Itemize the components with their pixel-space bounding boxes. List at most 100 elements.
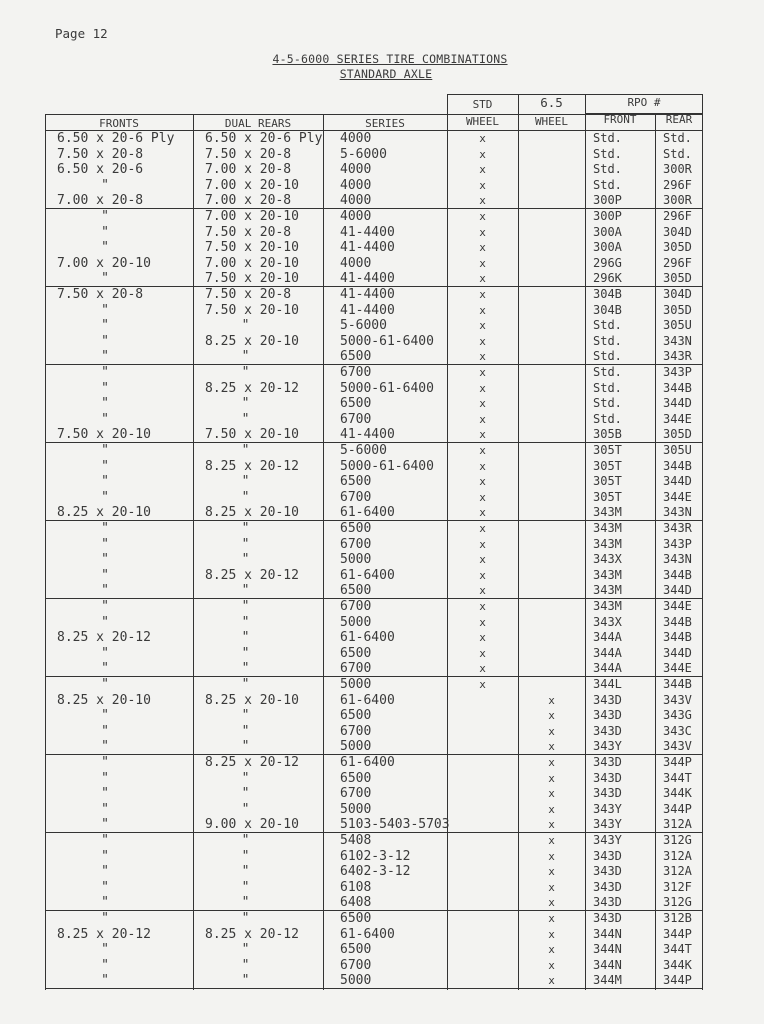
dual-rear-tire-cell: 8.25 x 20-10 — [205, 505, 299, 521]
table-row: " " 5000 x 343Y 343V — [45, 738, 703, 754]
dual-rear-tire-cell: " — [241, 318, 250, 334]
rpo-front-cell: 344A — [593, 645, 622, 660]
dual-rear-tire-cell: 7.00 x 20-8 — [205, 162, 292, 178]
rpo-rear-cell: 343N — [663, 552, 692, 567]
group-divider — [45, 598, 703, 600]
rpo-front-cell: 344N — [593, 957, 622, 972]
rpo-front-cell: 343D — [593, 755, 622, 769]
front-tire-cell: " — [101, 349, 109, 365]
rpo-rear-cell: 344K — [663, 957, 692, 972]
rpo-rear-cell: 305D — [663, 427, 692, 442]
front-tire-cell: " — [101, 318, 109, 334]
series-cell: 61-6400 — [340, 630, 395, 646]
std-wheel-cell: x — [479, 147, 486, 161]
dual-rear-tire-cell: 6.50 x 20-6 Ply — [205, 131, 323, 146]
series-cell: 41-4400 — [340, 240, 395, 256]
series-cell: 5-6000 — [340, 318, 387, 334]
front-tire-cell: " — [101, 583, 109, 599]
dual-rear-tire-cell: 8.25 x 20-10 — [205, 692, 299, 708]
table-row: 6.50 x 20-6 Ply 6.50 x 20-6 Ply 4000 x Std. S… — [45, 130, 703, 146]
front-tire-cell: " — [101, 536, 109, 552]
dual-rear-tire-cell: " — [241, 661, 250, 677]
rpo-rear-cell: 344P — [663, 973, 692, 988]
std-wheel-cell: x — [479, 678, 486, 691]
wheel-6-5-cell: x — [548, 771, 555, 785]
rpo-rear-cell: 343N — [663, 505, 692, 520]
series-cell: 4000 — [340, 162, 372, 178]
table-row: 7.50 x 20-10 7.50 x 20-10 41-4400 x 305B 305D — [45, 426, 703, 442]
series-cell: 6500 — [340, 770, 372, 786]
dual-rear-tire-cell: " — [241, 552, 250, 568]
dual-rear-tire-cell: " — [241, 536, 250, 552]
table-row: " 8.25 x 20-12 61-6400 x 343D 344P — [45, 754, 703, 770]
rpo-rear-cell: 312B — [663, 911, 692, 925]
table-row: " " 6700 x Std. 343P — [45, 364, 703, 380]
series-cell: 5000 — [340, 973, 372, 989]
rpo-rear-cell: 343G — [663, 708, 692, 723]
wheel-6-5-cell: x — [548, 709, 555, 723]
series-cell: 5408 — [340, 833, 372, 848]
std-wheel-cell: x — [479, 350, 486, 364]
rpo-front-cell: 343D — [593, 879, 622, 894]
rpo-rear-cell: 296F — [663, 255, 692, 270]
rpo-front-cell: 344A — [593, 630, 622, 645]
wheel-6-5-cell: x — [548, 865, 555, 879]
rpo-front-cell: 343Y — [593, 739, 622, 754]
rpo-rear-cell: 344B — [663, 630, 692, 645]
column-divider — [585, 94, 587, 990]
dual-rear-tire-cell: 8.25 x 20-10 — [205, 333, 299, 349]
front-tire-cell: " — [101, 864, 109, 880]
dual-rear-tire-cell: 7.00 x 20-10 — [205, 255, 299, 271]
series-cell: 61-6400 — [340, 567, 395, 583]
table-row: 8.25 x 20-10 8.25 x 20-10 61-6400 x 343M 343N — [45, 504, 703, 520]
table-row: " " 6500 x Std. 343R — [45, 348, 703, 364]
rpo-front-cell: Std. — [593, 349, 622, 364]
rpo-rear-cell: 305D — [663, 240, 692, 255]
rpo-front-cell: 343M — [593, 505, 622, 520]
rpo-rear-cell: 343V — [663, 692, 692, 707]
series-cell: 6500 — [340, 942, 372, 958]
std-wheel-cell: x — [479, 459, 486, 473]
front-tire-cell: " — [101, 911, 109, 926]
table-row: " " 6700 x Std. 344E — [45, 411, 703, 427]
front-tire-cell: " — [101, 365, 109, 380]
table-row: " " 6500 x 343D 312B — [45, 910, 703, 926]
rpo-front-cell: 343D — [593, 786, 622, 801]
rpo-rear-cell: 344E — [663, 411, 692, 426]
rpo-front-cell: Std. — [593, 333, 622, 348]
group-divider — [45, 208, 703, 210]
series-cell: 41-4400 — [340, 271, 395, 287]
table-row: " " 6700 x 344N 344K — [45, 957, 703, 973]
std-wheel-cell: x — [479, 381, 486, 395]
front-tire-cell: 7.00 x 20-8 — [57, 193, 144, 209]
header-rpo: RPO # — [627, 96, 661, 109]
rpo-front-cell: Std. — [593, 318, 622, 333]
series-cell: 6408 — [340, 895, 372, 911]
header-fronts: FRONTS — [99, 117, 139, 130]
header-mid-rule — [45, 114, 703, 116]
series-cell: 6700 — [340, 957, 372, 973]
std-wheel-cell: x — [479, 210, 486, 223]
table-row: 8.25 x 20-12 " 61-6400 x 344A 344B — [45, 629, 703, 645]
table-row: " " 6102-3-12 x 343D 312A — [45, 848, 703, 864]
table-row: " " 6108 x 343D 312F — [45, 879, 703, 895]
series-cell: 4000 — [340, 255, 372, 271]
rpo-rear-cell: 343P — [663, 365, 692, 379]
front-tire-cell: " — [101, 895, 109, 911]
table-row: " " 5000 x 343X 343N — [45, 551, 703, 567]
std-wheel-cell: x — [479, 428, 486, 442]
dual-rear-tire-cell: " — [241, 614, 250, 630]
std-wheel-cell: x — [479, 334, 486, 348]
table-row: " " 6700 x 305T 344E — [45, 489, 703, 505]
header-6-5: 6.5 — [540, 95, 563, 110]
std-wheel-cell: x — [479, 194, 486, 208]
dual-rear-tire-cell: " — [241, 739, 250, 755]
dual-rear-tire-cell: " — [241, 489, 250, 505]
header-6-5-wheel: WHEEL — [534, 115, 569, 128]
rpo-front-cell: 305T — [593, 489, 622, 504]
table-row: " " 5-6000 x Std. 305U — [45, 317, 703, 333]
table-row: " 8.25 x 20-12 5000-61-6400 x 305T 344B — [45, 458, 703, 474]
dual-rear-tire-cell: " — [241, 411, 250, 427]
rpo-rear-cell: 344K — [663, 786, 692, 801]
rpo-rear-cell: Std. — [663, 146, 692, 161]
